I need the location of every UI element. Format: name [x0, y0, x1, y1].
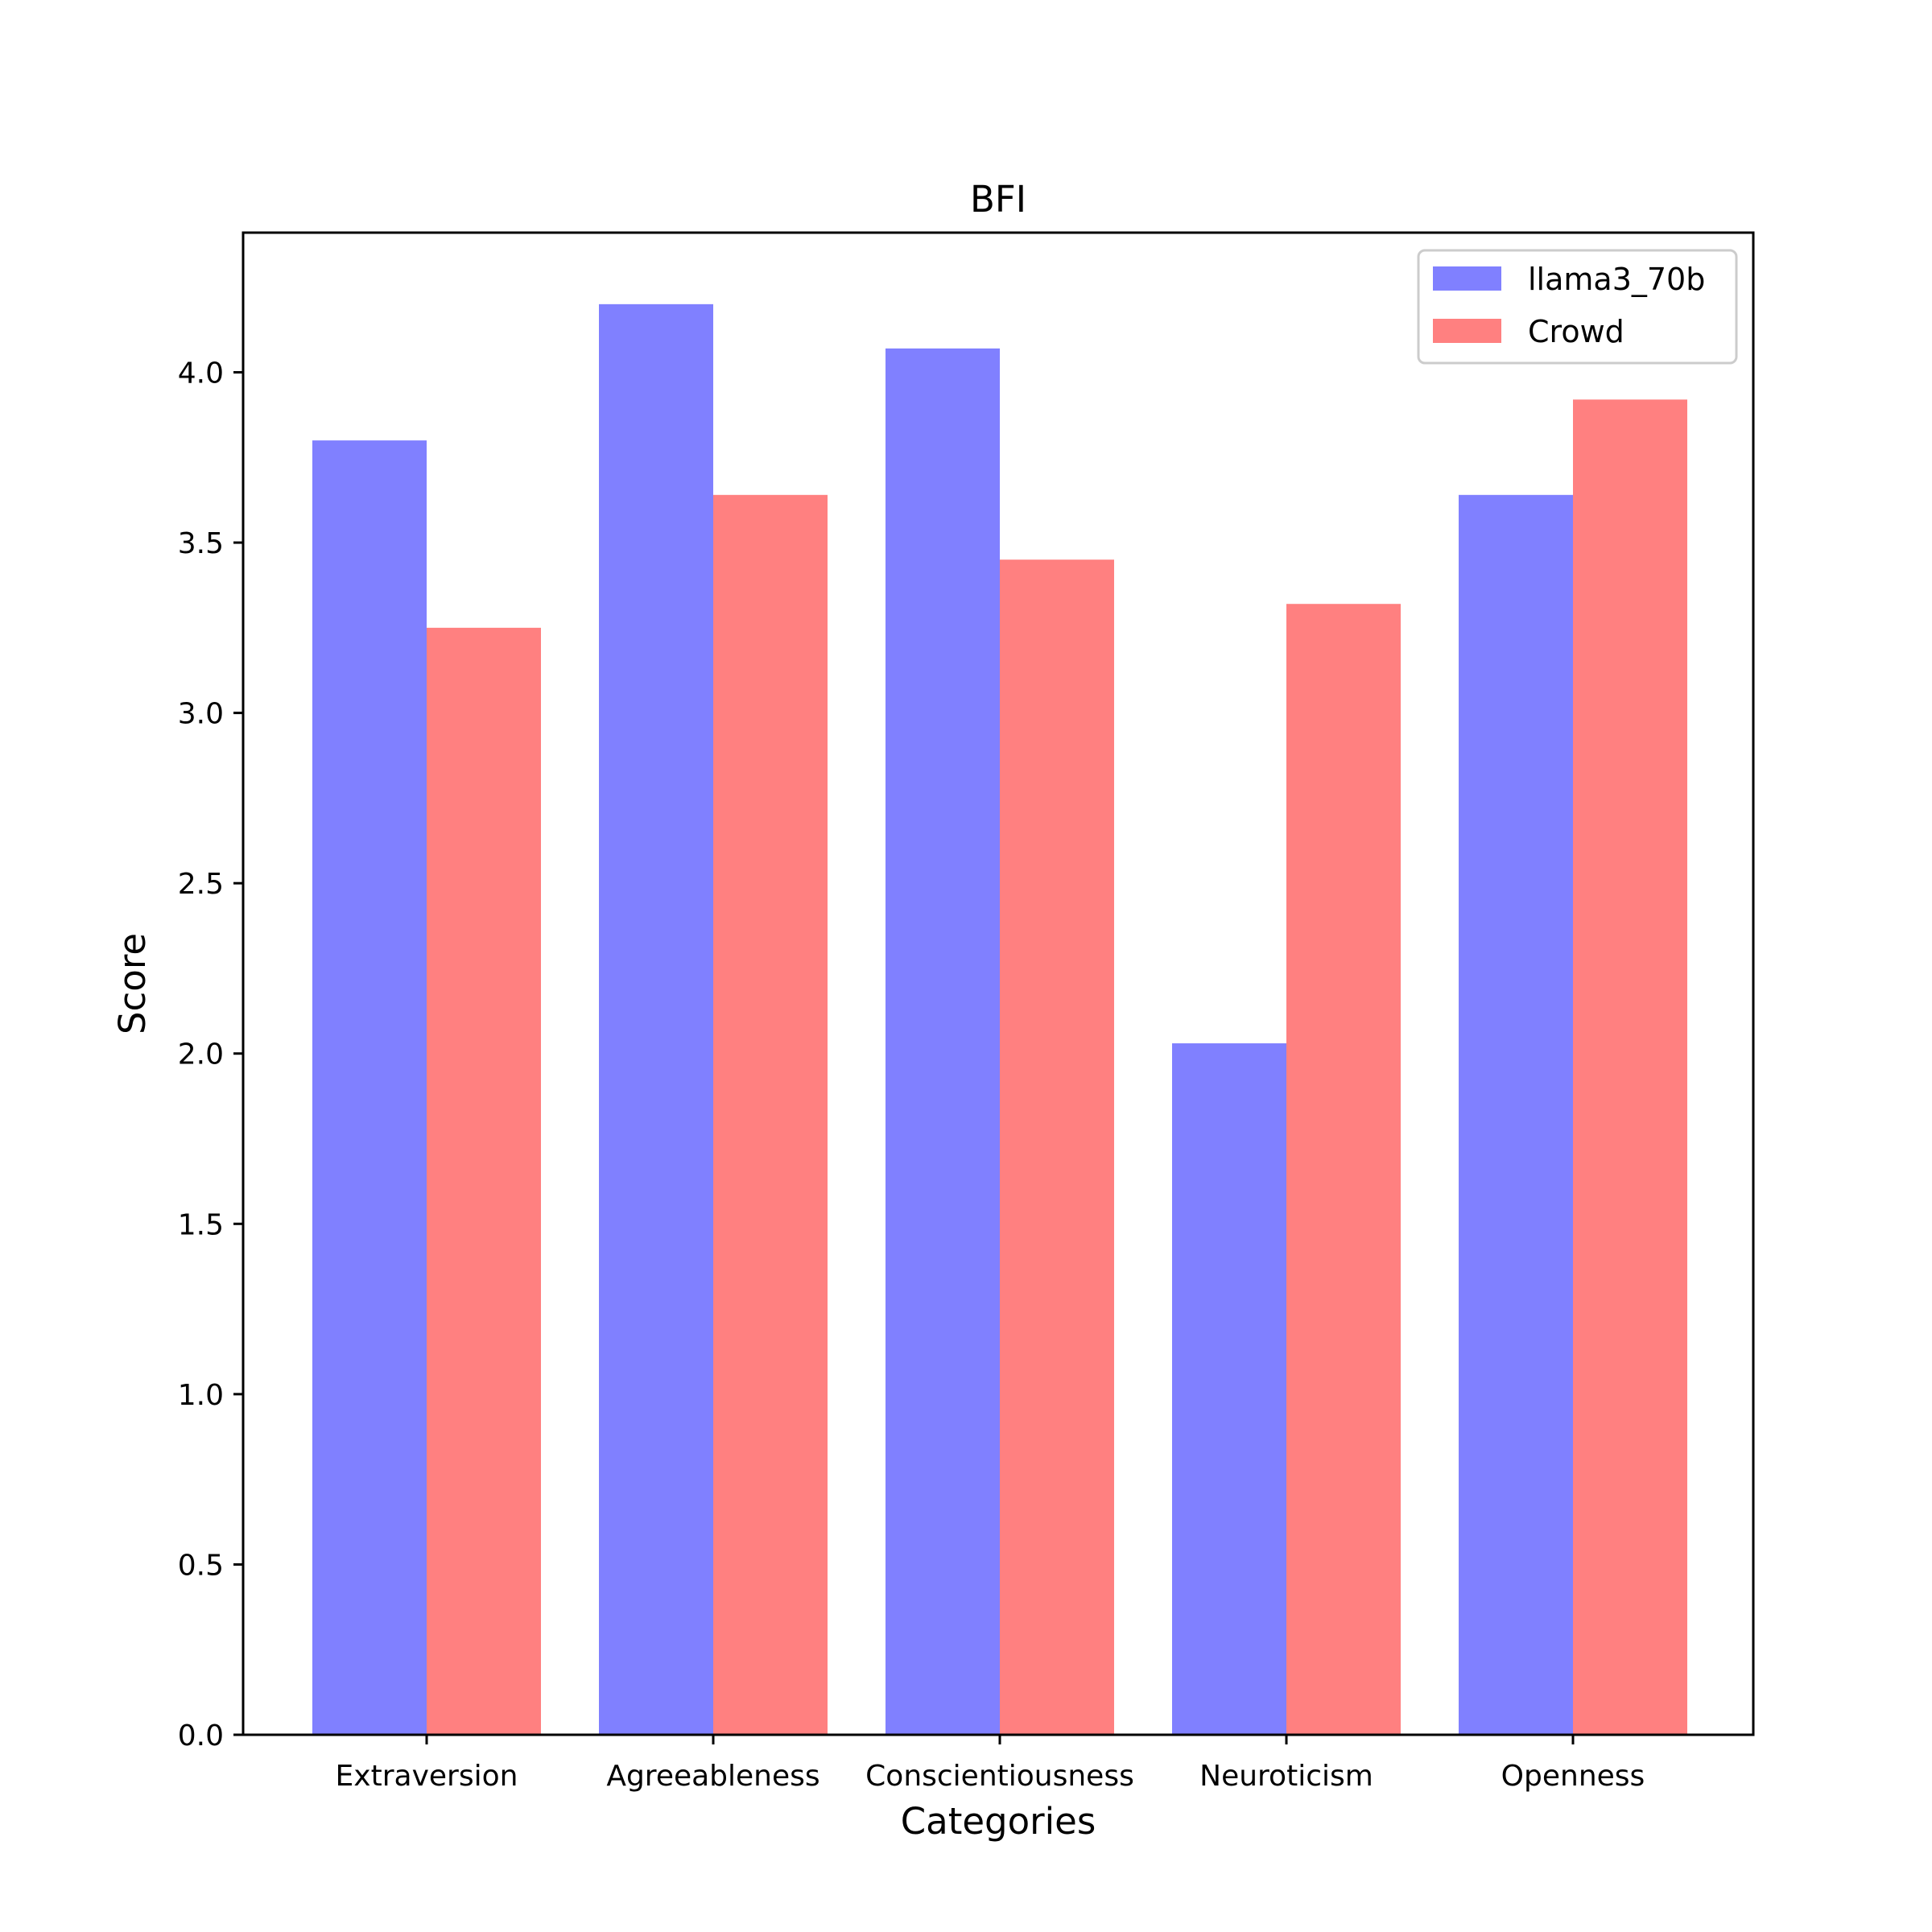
legend-swatch-crowd	[1433, 319, 1501, 343]
y-tick-label: 3.5	[178, 527, 224, 560]
x-tick-label-neuroticism: Neuroticism	[1199, 1760, 1373, 1793]
legend-label-crowd: Crowd	[1528, 314, 1624, 349]
y-tick-label: 1.5	[178, 1208, 224, 1241]
bar-crowd-neuroticism	[1286, 604, 1401, 1735]
y-axis-ticks: 0.0 0.5 1.0 1.5 2.0 2.5 3.0 3.5 4.0	[178, 357, 243, 1752]
x-tick-label-openness: Openness	[1501, 1760, 1645, 1793]
bar-crowd-extraversion	[427, 627, 541, 1735]
x-axis-ticks: Extraversion Agreeableness Conscientiousne…	[336, 1735, 1645, 1793]
bar-llama3-70b-conscientiousness	[886, 348, 1000, 1735]
bar-crowd-openness	[1573, 399, 1687, 1735]
y-tick-label: 3.0	[178, 698, 224, 731]
legend: llama3_70b Crowd	[1417, 249, 1738, 365]
chart-title: BFI	[970, 178, 1026, 221]
x-tick-label-conscientiousness: Conscientiousness	[865, 1760, 1134, 1793]
bar-crowd-agreeableness	[713, 494, 828, 1735]
bars-group	[312, 303, 1687, 1735]
bar-crowd-conscientiousness	[1000, 559, 1114, 1735]
bar-llama3-70b-agreeableness	[599, 303, 713, 1735]
y-axis-label: Score	[111, 933, 154, 1034]
x-axis-label: Categories	[901, 1800, 1096, 1843]
y-tick-label: 1.0	[178, 1379, 224, 1412]
x-tick-label-agreeableness: Agreeableness	[606, 1760, 819, 1793]
bar-llama3-70b-openness	[1459, 494, 1573, 1735]
bar-llama3-70b-neuroticism	[1172, 1043, 1286, 1735]
legend-label-llama3-70b: llama3_70b	[1528, 262, 1705, 297]
y-tick-label: 2.0	[178, 1038, 224, 1071]
plot-frame	[242, 231, 1755, 1736]
legend-swatch-llama3-70b	[1433, 266, 1501, 291]
y-tick-label: 0.5	[178, 1549, 224, 1582]
y-tick-label: 0.0	[178, 1719, 224, 1752]
y-tick-label: 2.5	[178, 868, 224, 901]
x-tick-label-extraversion: Extraversion	[336, 1760, 518, 1793]
bar-llama3-70b-extraversion	[312, 440, 427, 1735]
y-tick-label: 4.0	[178, 357, 224, 390]
